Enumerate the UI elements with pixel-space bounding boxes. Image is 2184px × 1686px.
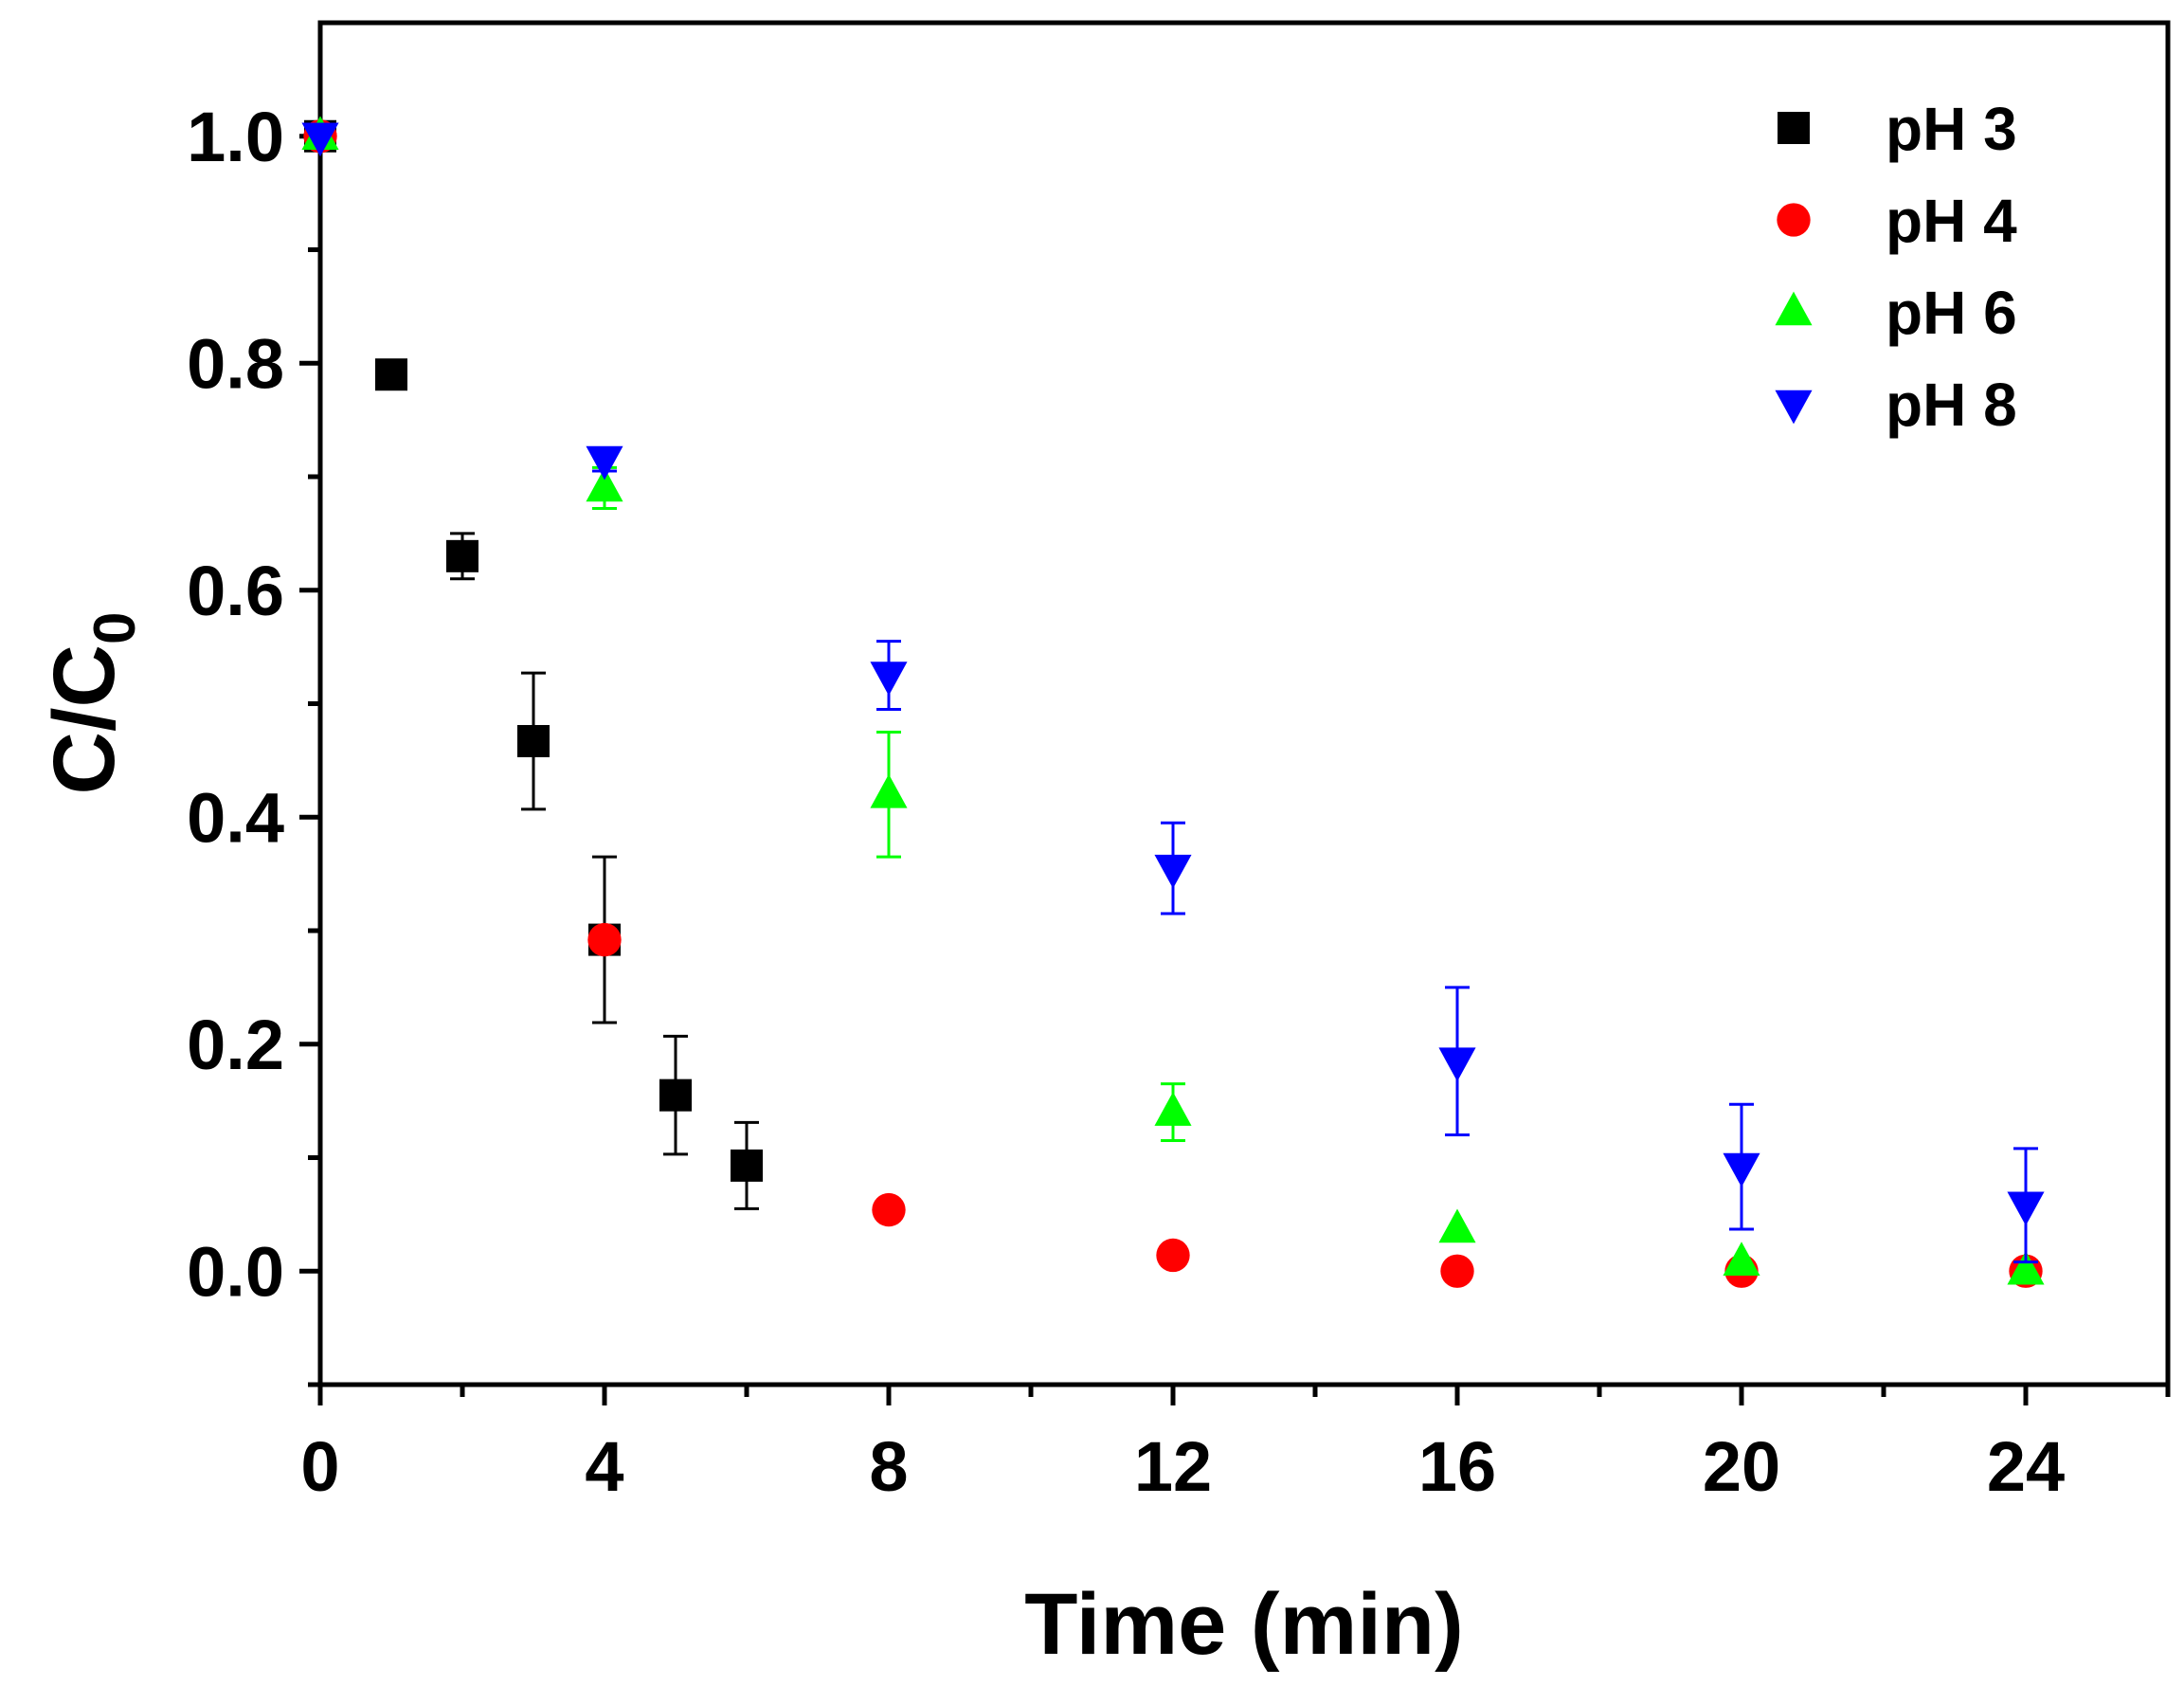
data-point — [2007, 1250, 2045, 1285]
x-axis-title: Time (min) — [1024, 1576, 1463, 1673]
series-ph-8 — [301, 122, 2045, 1264]
legend: pH 3 pH 4 pH 6 pH 8 — [1775, 95, 2017, 439]
data-point — [872, 1192, 906, 1227]
data-point — [659, 1079, 692, 1112]
legend-item: pH 3 — [1778, 95, 2017, 163]
y-tick-label: 0.8 — [187, 324, 284, 403]
data-point — [586, 445, 623, 480]
x-tick-label: 24 — [1987, 1427, 2065, 1506]
y-axis-title: C/C0 — [36, 612, 148, 795]
y-axis-title-main: C/C — [36, 644, 133, 794]
data-point — [587, 922, 622, 957]
legend-label: pH 4 — [1886, 187, 2017, 255]
data-point — [1723, 1152, 1760, 1187]
data-point — [731, 1149, 763, 1182]
y-tick-label: 0.2 — [187, 1006, 284, 1084]
axis-ticks: 0 4 8 12 16 20 24 0.0 0.2 0.4 0.6 0.8 1.0 — [187, 98, 2171, 1506]
data-point — [1438, 1208, 1476, 1243]
data-point — [1154, 854, 1192, 889]
legend-item: pH 6 — [1775, 279, 2017, 347]
x-tick-label: 8 — [869, 1427, 908, 1506]
data-series — [301, 116, 2045, 1288]
x-tick-label: 20 — [1703, 1427, 1780, 1506]
legend-marker — [1778, 112, 1810, 144]
legend-marker — [1775, 291, 1813, 326]
data-point — [301, 122, 339, 157]
data-point — [2007, 1191, 2045, 1226]
y-tick-label: 0.6 — [187, 552, 284, 630]
legend-item: pH 8 — [1775, 371, 2017, 439]
x-tick-label: 16 — [1418, 1427, 1496, 1506]
legend-label: pH 3 — [1886, 95, 2017, 163]
y-tick-label: 1.0 — [187, 98, 284, 176]
data-point — [517, 725, 550, 758]
x-tick-label: 4 — [585, 1427, 623, 1506]
data-point — [870, 662, 908, 696]
legend-label: pH 6 — [1886, 279, 2017, 347]
data-point — [1438, 1047, 1476, 1082]
series-ph-6 — [301, 116, 2045, 1285]
x-tick-label: 12 — [1134, 1427, 1212, 1506]
x-tick-label: 0 — [300, 1427, 339, 1506]
data-point — [586, 467, 623, 502]
series-ph-3 — [304, 119, 763, 1210]
y-tick-label: 0.0 — [187, 1232, 284, 1311]
data-point — [870, 773, 908, 808]
legend-marker — [1777, 203, 1811, 237]
data-point — [1156, 1238, 1190, 1273]
data-point — [446, 539, 478, 572]
legend-marker — [1775, 390, 1813, 425]
legend-label: pH 8 — [1886, 371, 2017, 439]
data-point — [375, 358, 407, 391]
legend-item: pH 4 — [1777, 187, 2017, 255]
y-tick-label: 0.4 — [187, 778, 284, 857]
data-point — [1723, 1242, 1760, 1276]
data-point — [1440, 1254, 1474, 1288]
data-point — [1154, 1092, 1192, 1126]
y-axis-title-subscript: 0 — [82, 612, 148, 644]
